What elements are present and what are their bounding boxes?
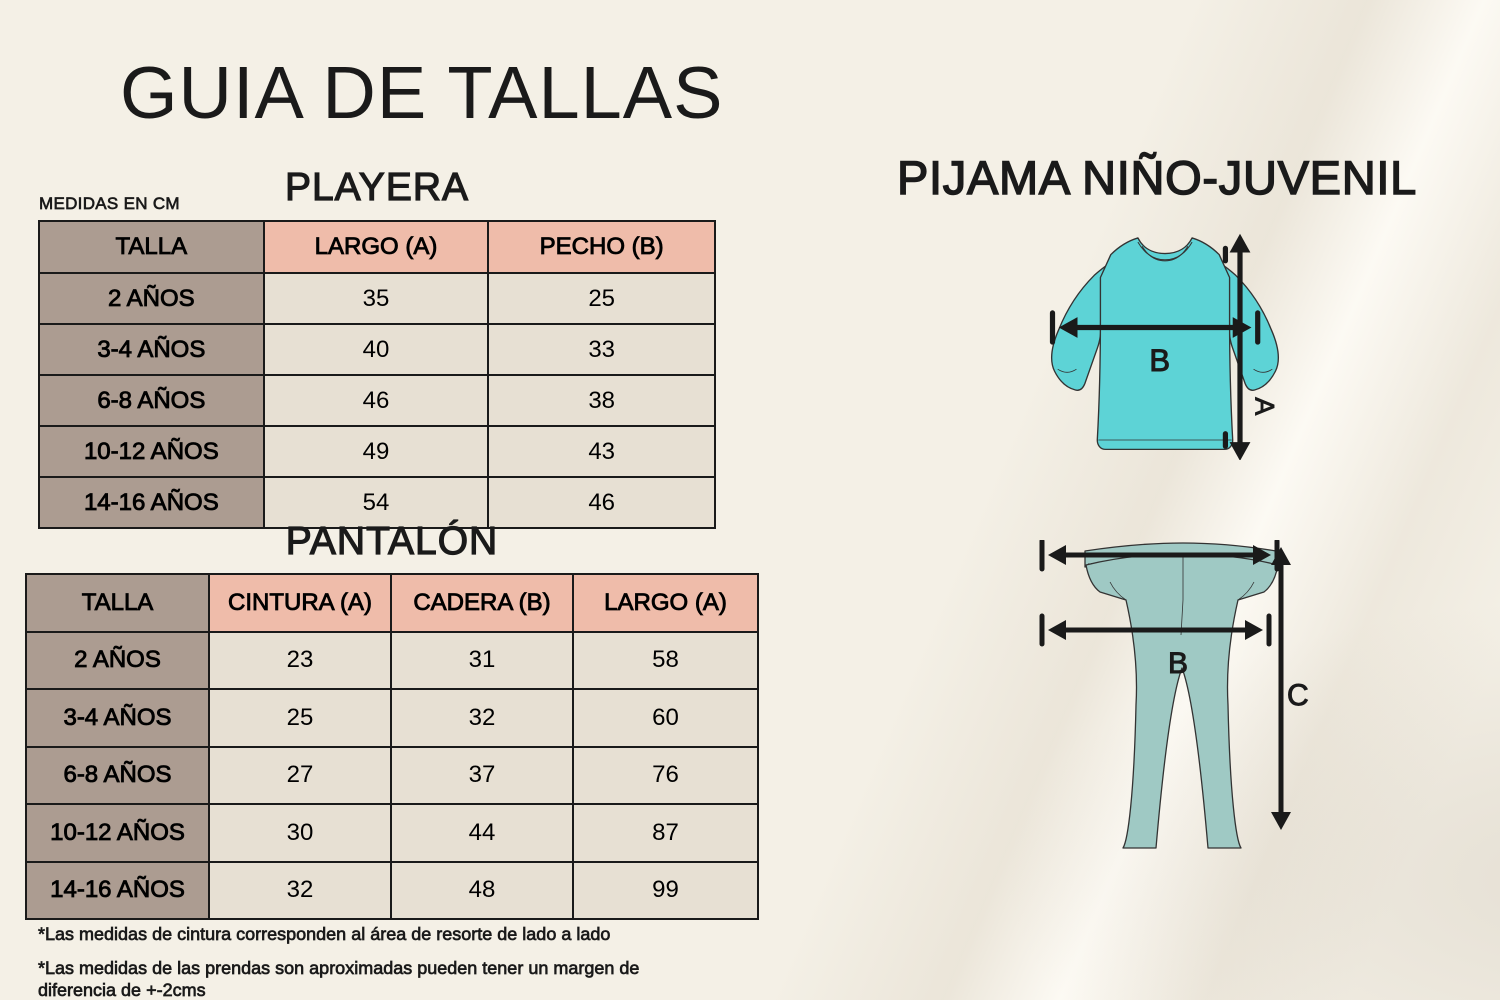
svg-text:C: C [1287,679,1309,712]
svg-text:B: B [1168,647,1188,680]
svg-text:A: A [1250,396,1281,416]
svg-text:B: B [1149,343,1170,378]
